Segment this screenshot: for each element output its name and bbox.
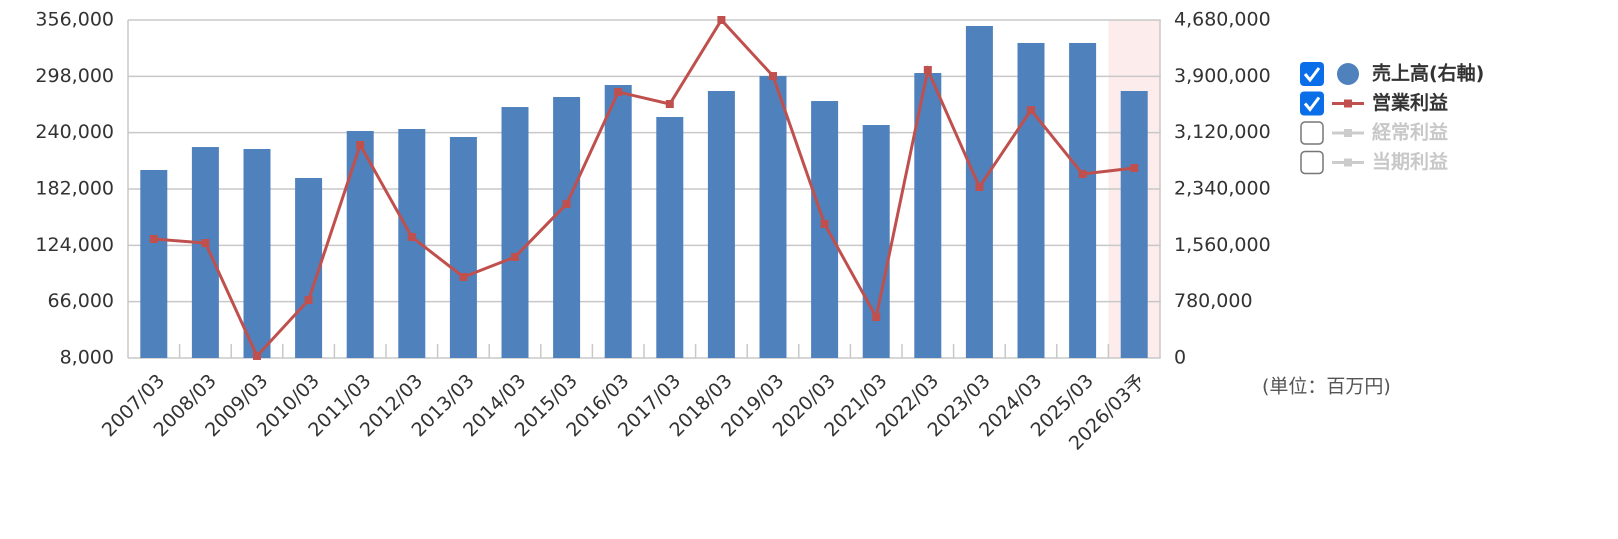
- y2-tick-label: 4,680,000: [1174, 9, 1271, 31]
- bar: [656, 116, 684, 358]
- legend-item[interactable]: 経常利益: [1300, 121, 1448, 145]
- legend-marker: [1344, 129, 1352, 137]
- bar: [501, 107, 529, 359]
- legend-label: 経常利益: [1372, 121, 1448, 144]
- y2-tick-label: 780,000: [1174, 290, 1253, 312]
- bar: [965, 25, 993, 358]
- line-point: [201, 239, 210, 248]
- legend-marker: [1337, 63, 1359, 85]
- line-point: [511, 252, 519, 261]
- legend-item[interactable]: 営業利益: [1300, 91, 1448, 116]
- y-tick-label: 66,000: [48, 290, 114, 312]
- line-point: [1130, 164, 1139, 173]
- y2-tick-label: 0: [1174, 347, 1186, 369]
- bar: [759, 75, 787, 358]
- bar: [1017, 42, 1045, 358]
- legend-label: 売上高(右軸): [1372, 62, 1484, 85]
- line-point: [614, 87, 623, 96]
- legend-checkbox: [1300, 62, 1324, 86]
- legend-label: 当期利益: [1372, 150, 1448, 173]
- line-point: [665, 100, 674, 109]
- line-point: [923, 66, 932, 75]
- legend-checkbox: [1300, 91, 1324, 116]
- y2-tick-label: 3,120,000: [1174, 121, 1271, 143]
- line-point: [1027, 106, 1035, 115]
- bar: [604, 85, 632, 358]
- legend-checkbox: [1300, 150, 1324, 175]
- line-point: [407, 232, 416, 241]
- bar: [914, 73, 942, 358]
- y-tick-label: 8,000: [60, 347, 114, 369]
- bar: [811, 101, 839, 359]
- bar: [346, 131, 374, 358]
- y-tick-label: 124,000: [35, 234, 114, 256]
- line-point: [149, 235, 158, 244]
- line-point: [562, 199, 571, 208]
- legend-item[interactable]: 売上高(右軸): [1300, 62, 1484, 87]
- legend-checkbox: [1300, 121, 1324, 145]
- y-tick-label: 356,000: [35, 9, 114, 31]
- bar: [243, 148, 271, 358]
- legend-marker: [1344, 99, 1352, 108]
- line-point: [820, 219, 829, 228]
- bar: [449, 137, 477, 358]
- bar: [1120, 90, 1148, 358]
- line-point: [1078, 170, 1087, 179]
- check-mark: [1303, 96, 1321, 112]
- y2-tick-label: 3,900,000: [1174, 65, 1271, 87]
- y2-tick-label: 2,340,000: [1174, 178, 1271, 200]
- legend-label: 営業利益: [1372, 91, 1448, 114]
- line-point: [872, 313, 881, 322]
- y-tick-label: 240,000: [35, 121, 114, 143]
- y2-tick-label: 1,560,000: [1174, 234, 1271, 256]
- bar: [707, 90, 735, 358]
- legend-marker: [1344, 158, 1352, 167]
- bar: [295, 178, 323, 358]
- bar: [191, 147, 219, 358]
- y-tick-label: 298,000: [35, 65, 114, 87]
- line-point: [356, 141, 365, 150]
- bar: [862, 125, 890, 358]
- line-point: [253, 351, 261, 360]
- y-tick-label: 182,000: [35, 178, 114, 200]
- line-point: [769, 72, 777, 81]
- line-point: [304, 296, 313, 305]
- legend-item[interactable]: 当期利益: [1300, 150, 1448, 175]
- unit-note: (単位：百万円): [1262, 376, 1391, 398]
- check-mark: [1303, 67, 1321, 83]
- line-point: [717, 16, 726, 24]
- bar: [1069, 42, 1097, 358]
- bar: [553, 96, 581, 358]
- line: [153, 17, 1135, 359]
- line-point: [459, 272, 468, 281]
- line-point: [975, 182, 984, 191]
- bar: [140, 170, 168, 358]
